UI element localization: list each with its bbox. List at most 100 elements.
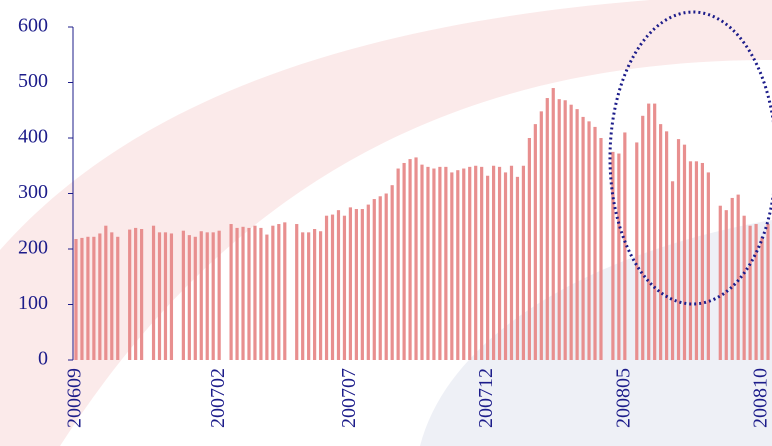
y-tick-label: 0 [38,348,48,370]
bar [217,230,221,360]
bar [98,233,102,360]
bar [438,166,442,360]
bar [497,166,502,360]
bar [420,164,424,360]
bar [444,166,448,360]
bar [134,227,138,360]
bar [187,235,191,360]
bar [241,226,245,360]
bar [205,232,209,360]
bar [301,232,305,360]
x-tick-label: 200707 [338,368,360,428]
bar [271,225,275,360]
bar [199,231,203,360]
bar [742,215,746,360]
bar [128,229,132,360]
bar [229,224,233,360]
bar [599,138,603,360]
bar [462,168,466,360]
bar [80,237,84,360]
bar [509,165,514,360]
bar [408,159,412,360]
bar [515,176,520,360]
bar [581,116,585,360]
bar [587,121,591,360]
y-tick-label: 600 [18,15,48,37]
bar [575,109,579,360]
bar [521,165,526,360]
x-tick-label: 200712 [475,368,497,428]
bar [456,170,460,360]
bar [277,224,281,360]
bar [670,181,675,360]
bar [468,166,472,360]
bar [110,232,114,360]
bar [527,138,531,360]
bar [503,172,508,360]
bar [414,157,418,360]
bar [432,168,436,360]
x-tick-label: 200702 [207,368,229,428]
bar [163,232,168,360]
bar [533,124,537,360]
bar [384,193,388,360]
bar [486,175,490,360]
bar [450,172,454,360]
bar [354,209,358,360]
bar [694,161,699,360]
bar [480,166,484,360]
bar [169,233,174,360]
bar [307,232,311,360]
bar [426,166,430,360]
bar [545,98,549,360]
y-tick-label: 500 [18,70,48,92]
bar [766,224,770,360]
bar [748,225,752,360]
bar [611,151,615,360]
bar [491,165,496,360]
bar [539,111,543,360]
bar [253,225,257,360]
bar [295,224,299,360]
bar [336,210,341,360]
bar [86,236,90,360]
bar [265,234,269,360]
highlight-ellipse [608,10,772,306]
bar [664,131,669,360]
bar [647,103,651,360]
bar [688,161,693,360]
y-tick-label: 400 [18,126,48,148]
bar [563,100,567,360]
bar [623,132,627,360]
y-tick-label: 100 [18,292,48,314]
bar [235,227,239,360]
bar [360,209,364,360]
bar [402,162,406,360]
bar [181,230,185,360]
bar [151,225,156,360]
bar [259,227,263,360]
x-tick-label: 200805 [612,368,634,428]
bar [653,103,657,360]
bar [116,236,120,360]
bar [342,215,347,360]
bar [641,115,645,360]
bar [724,210,728,360]
bar [736,194,740,360]
bar [74,239,78,360]
bar [706,172,710,360]
bar [700,162,704,360]
bar [718,205,722,360]
bar [396,168,400,360]
bar [92,236,96,360]
bar [283,222,287,360]
bar [366,204,370,360]
bar [247,227,251,360]
bar [551,88,555,361]
x-tick-label: 200609 [64,368,86,428]
bar [569,104,573,360]
bar [193,236,197,360]
bar [378,196,382,360]
bar [313,229,317,360]
